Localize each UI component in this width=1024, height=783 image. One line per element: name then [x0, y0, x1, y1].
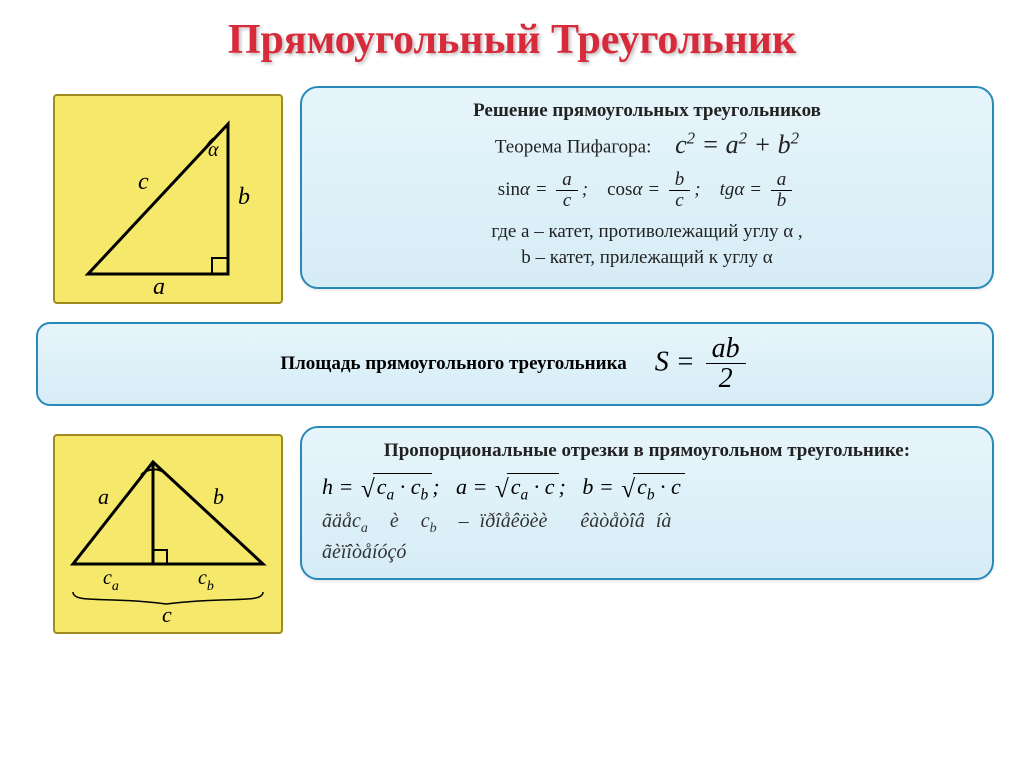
g1a-sub: a	[361, 521, 368, 536]
cos-alpha: α	[632, 178, 642, 199]
sin-frac: ac	[556, 170, 578, 211]
a-sym: a	[456, 474, 467, 499]
right-angle-mark	[212, 258, 228, 274]
sin-label: sin	[498, 178, 520, 199]
box-solution: Решение прямоугольных треугольников Теор…	[300, 86, 994, 289]
sqrt-h: ca · cb	[361, 472, 432, 504]
fig2-cb: cb	[198, 567, 214, 594]
note-a: где a – катет, противолежащий углу α ,	[322, 221, 972, 243]
area-S: S	[655, 346, 669, 377]
g-and: è	[390, 510, 399, 532]
apex-dot	[152, 473, 155, 476]
h-sym: h	[322, 474, 333, 499]
sqrt-b: cb · c	[621, 472, 685, 504]
b-cb: c	[637, 474, 647, 499]
figure-1-col: α c b a	[0, 86, 300, 322]
cos-label: cos	[607, 178, 632, 199]
box1-heading: Решение прямоугольных треугольников	[322, 100, 972, 122]
box-2-col: Пропорциональные отрезки в прямоугольном…	[300, 426, 1024, 598]
b-sym: b	[582, 474, 593, 499]
prop-formulas: h = ca · cb ; a = ca · c ; b = cb · c	[322, 472, 972, 504]
cos-num: b	[669, 170, 691, 191]
tg-den: b	[771, 191, 793, 211]
g-tail2: êàòåòîâ íà	[580, 510, 671, 532]
b-c: c	[671, 474, 681, 499]
pythag-c: c	[675, 130, 687, 159]
trig-line: sinα = ac; cosα = bc; tgα = ab	[322, 170, 972, 211]
box-1-col: Решение прямоугольных треугольников Теор…	[300, 86, 1024, 307]
tg-label: tg	[720, 178, 735, 199]
h-cb-sub: b	[420, 486, 428, 503]
fig2-b: b	[213, 484, 224, 509]
fig2-a: a	[98, 484, 109, 509]
pythag-a: a	[726, 130, 739, 159]
g1b-sub: b	[430, 521, 437, 536]
sin-num: a	[556, 170, 578, 191]
fig2-c: c	[162, 602, 172, 624]
triangle-2-shape	[73, 462, 263, 564]
cos-frac: bc	[669, 170, 691, 211]
page-title: Прямоугольный Треугольник	[0, 16, 1024, 64]
box2-heading: Пропорциональные отрезки в прямоугольном…	[322, 440, 972, 462]
side-b-label: b	[238, 184, 250, 210]
area-num: ab	[706, 334, 746, 364]
tg-num: a	[771, 170, 793, 191]
tg-frac: ab	[771, 170, 793, 211]
side-c-label: c	[138, 169, 149, 195]
a-c: c	[545, 474, 555, 499]
garbled-line-1: ãäåсa è cb – ïðîåêöèè êàòåòîâ íà	[322, 510, 972, 537]
alpha-label: α	[208, 139, 219, 161]
note-b: b – катет, прилежащий к углу α	[322, 247, 972, 269]
pythag-formula: c2 = a2 + b2	[675, 130, 799, 159]
cos-den: c	[669, 191, 691, 211]
area-box: Площадь прямоугольного треугольника S = …	[36, 322, 994, 406]
h-ca-sub: a	[387, 486, 395, 503]
pythag-b: b	[778, 130, 791, 159]
sqrt-a: ca · c	[495, 472, 559, 504]
garbled-line-2: ãèïîòåíóçó	[322, 541, 972, 564]
box-proportions: Пропорциональные отрезки в прямоугольном…	[300, 426, 994, 580]
row-2: a b ca cb c Пропорциональные отрезки в п…	[0, 426, 1024, 652]
g1b: c	[421, 510, 430, 532]
pythag-label: Теорема Пифагора:	[495, 137, 652, 158]
side-a-label: a	[153, 274, 165, 294]
triangle-2-svg: a b ca cb c	[58, 444, 278, 624]
h-ca: c	[377, 474, 387, 499]
pythagoras-line: Теорема Пифагора: c2 = a2 + b2	[322, 128, 972, 160]
area-frac: ab 2	[706, 334, 746, 394]
tg-alpha: α	[734, 178, 744, 199]
triangle-1-svg: α c b a	[68, 104, 268, 294]
figure-2-col: a b ca cb c	[0, 426, 300, 652]
b-cb-sub: b	[647, 486, 655, 503]
g-tail1: – ïðîåêöèè	[459, 510, 548, 532]
a-ca-sub: a	[521, 486, 529, 503]
sin-alpha: α	[520, 178, 530, 199]
area-den: 2	[706, 364, 746, 393]
area-formula: S = ab 2	[655, 334, 750, 394]
row-1: α c b a Решение прямоугольных треугольни…	[0, 86, 1024, 322]
g1a: ãäåс	[322, 510, 361, 532]
alt-right-angle	[153, 550, 167, 564]
figure-2-box: a b ca cb c	[53, 434, 283, 634]
area-label: Площадь прямоугольного треугольника	[280, 353, 626, 375]
figure-1-box: α c b a	[53, 94, 283, 304]
a-ca: c	[511, 474, 521, 499]
fig2-ca: ca	[103, 567, 119, 594]
sin-den: c	[556, 191, 578, 211]
